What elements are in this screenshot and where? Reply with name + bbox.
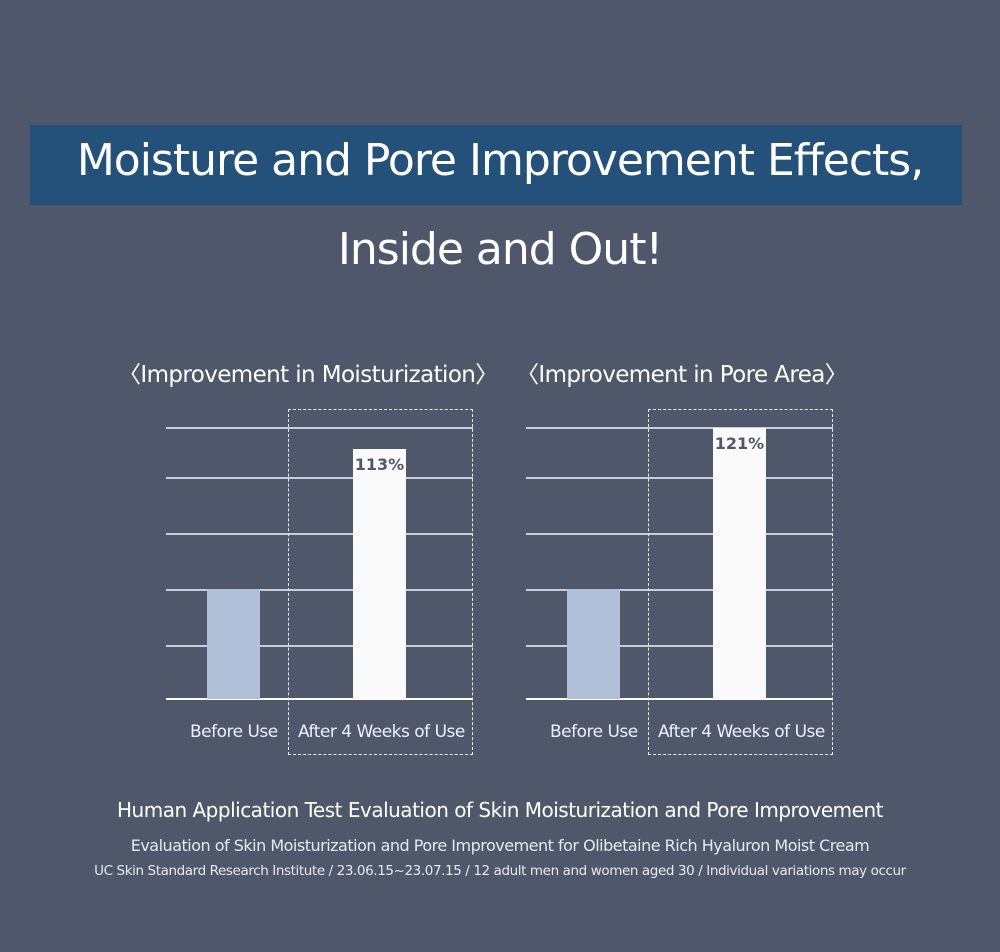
moisturization-chart: Before Use 113% After 4 Weeks of Use [166,400,486,760]
gridline [166,589,473,591]
pore-area-chart: Before Use 121% After 4 Weeks of Use [526,400,846,760]
title-line-1: Moisture and Pore Improvement Effects, [76,135,924,186]
gridline [166,645,473,647]
bar-after-4-weeks [713,428,766,699]
footer-heading: Human Application Test Evaluation of Ski… [117,798,883,822]
baseline [166,698,473,700]
gridline [166,533,473,535]
x-tick-label: Before Use [550,722,638,742]
chart-title-moisturization: 〈Improvement in Moisturization〉 [118,362,498,388]
data-label: 113% [354,455,405,474]
gridline [526,477,833,479]
footer-subheading: Evaluation of Skin Moisturization and Po… [130,836,870,855]
gridline [526,645,833,647]
bar-before-use [207,589,260,699]
data-label: 121% [714,434,765,453]
title-line-2: Inside and Out! [337,224,663,275]
x-tick-label: After 4 Weeks of Use [298,722,465,742]
gridline [166,477,473,479]
bar-after-4-weeks [353,449,406,699]
chart-title-pore-area: 〈Improvement in Pore Area〉 [516,362,848,388]
x-tick-label: Before Use [190,722,278,742]
gridline [166,427,473,429]
gridline [526,427,833,429]
footer-note: UC Skin Standard Research Institute / 23… [94,863,906,879]
x-tick-label: After 4 Weeks of Use [658,722,825,742]
gridline [526,533,833,535]
bar-before-use [567,589,620,699]
title-band [30,125,962,205]
baseline [526,698,833,700]
gridline [526,589,833,591]
highlight-box [648,409,833,755]
highlight-box [288,409,473,755]
